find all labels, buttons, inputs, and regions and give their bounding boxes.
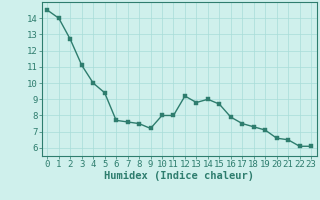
X-axis label: Humidex (Indice chaleur): Humidex (Indice chaleur) (104, 171, 254, 181)
